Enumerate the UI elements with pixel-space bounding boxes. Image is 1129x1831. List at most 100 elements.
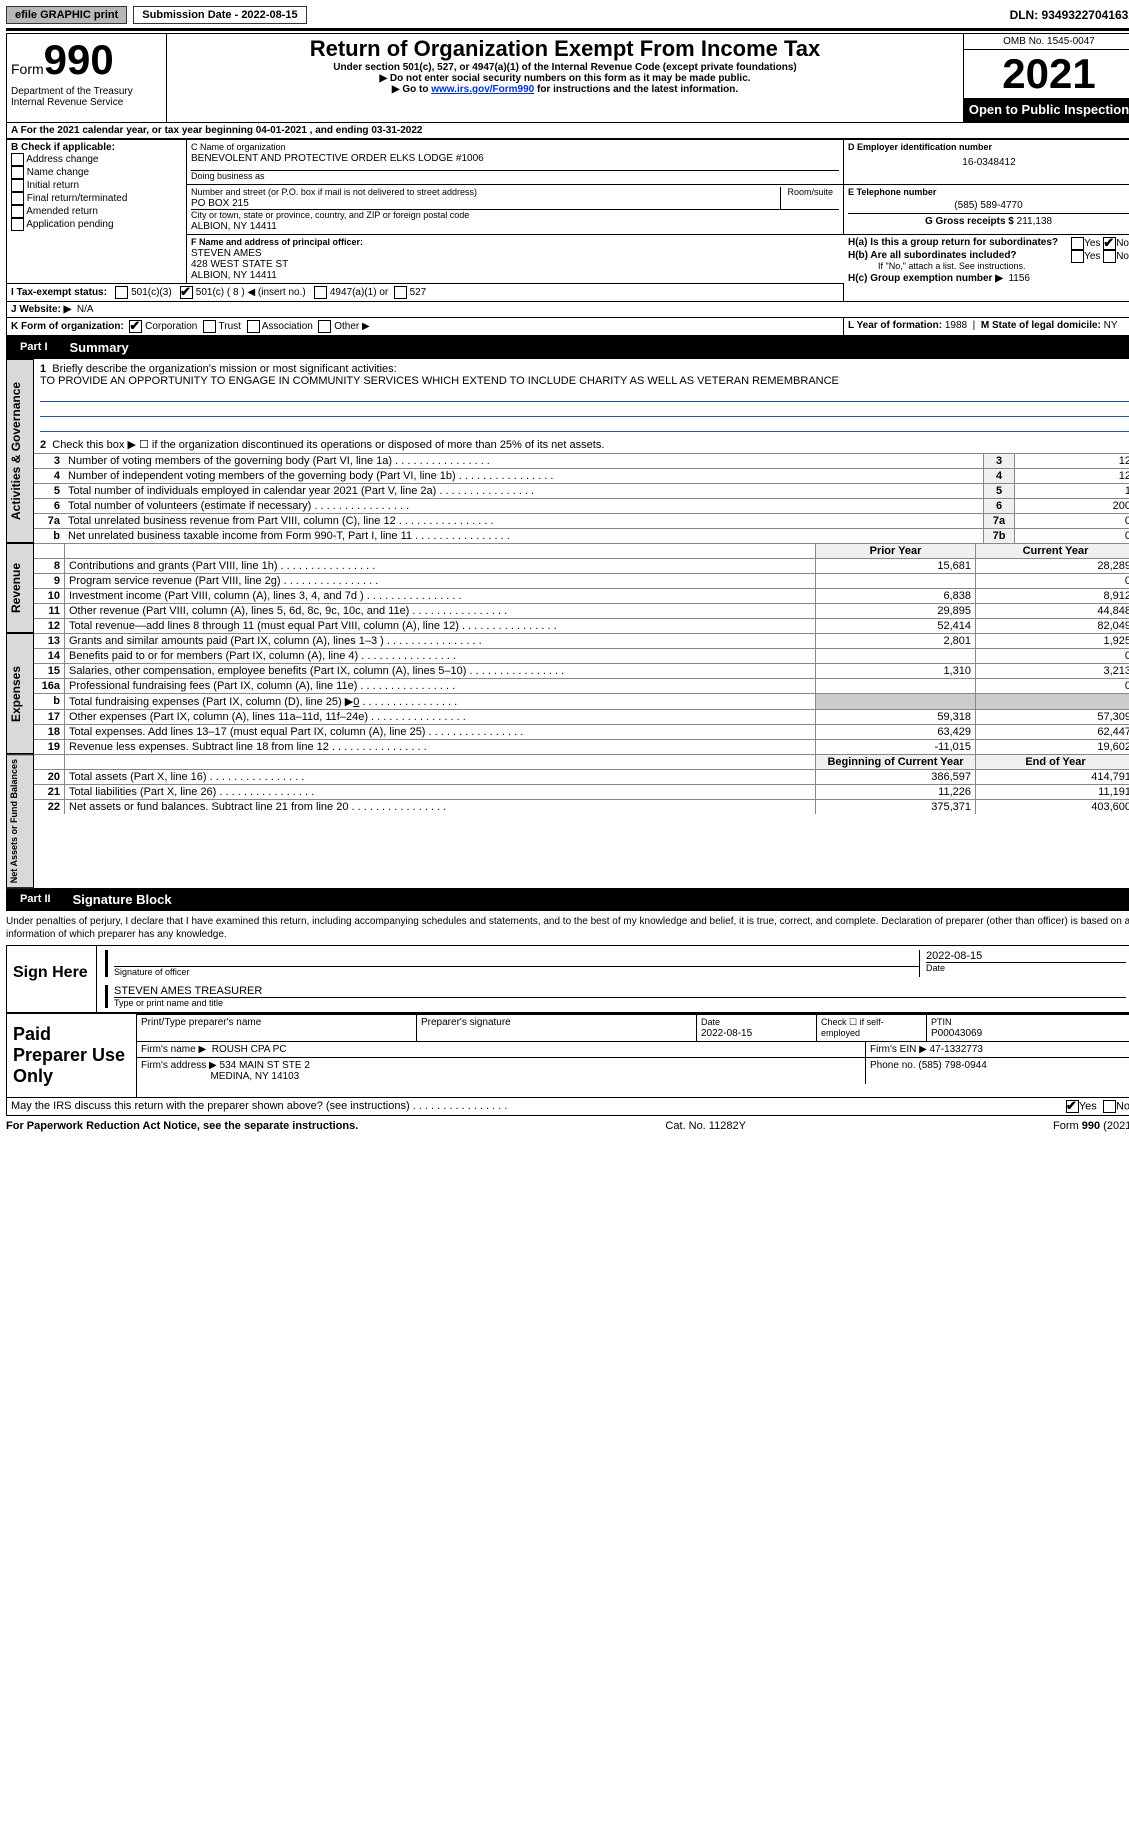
col-header-row-2: Beginning of Current Year End of Year: [34, 754, 1129, 769]
ein: 16-0348412: [848, 153, 1129, 172]
financial-line: 8Contributions and grants (Part VIII, li…: [34, 558, 1129, 573]
box-e-label: E Telephone number: [848, 187, 936, 197]
box-h: H(a) Is this a group return for subordin…: [844, 234, 1129, 301]
preparer-block: Paid Preparer Use Only Print/Type prepar…: [6, 1013, 1129, 1098]
box-i: I Tax-exempt status: 501(c)(3) 501(c) ( …: [7, 283, 844, 301]
part-1-label: Part I: [6, 339, 62, 355]
title-cell: Return of Organization Exempt From Incom…: [167, 34, 964, 122]
mission-label: Briefly describe the organization's miss…: [52, 363, 396, 375]
signature-block: Sign Here Signature of officer 2022-08-1…: [6, 945, 1129, 1013]
top-bar: efile GRAPHIC print Submission Date - 20…: [6, 6, 1129, 24]
discuss-yes-checkbox[interactable]: [1066, 1100, 1079, 1113]
form-header: Form990 Department of the Treasury Inter…: [6, 33, 1129, 123]
sidelabel-expenses: Expenses: [6, 633, 34, 754]
sig-date-label: Date: [926, 963, 1126, 973]
form-title: Return of Organization Exempt From Incom…: [171, 36, 959, 62]
box-b-option[interactable]: Address change: [11, 153, 182, 166]
pra-notice: For Paperwork Reduction Act Notice, see …: [6, 1120, 358, 1132]
prep-date: 2022-08-15: [701, 1028, 752, 1039]
discuss-row: May the IRS discuss this return with the…: [6, 1098, 1129, 1116]
box-b: B Check if applicable: Address change Na…: [7, 139, 187, 283]
revenue-section: Revenue Prior Year Current Year 8Contrib…: [6, 543, 1129, 633]
penalties-statement: Under penalties of perjury, I declare th…: [6, 911, 1129, 945]
box-b-label: B Check if applicable:: [11, 142, 115, 153]
netassets-section: Net Assets or Fund Balances Beginning of…: [6, 754, 1129, 888]
group-exemption: 1156: [1008, 273, 1030, 284]
part-1-title: Summary: [62, 338, 137, 357]
officer-name: STEVEN AMES: [191, 248, 262, 259]
entity-info-grid: B Check if applicable: Address change Na…: [6, 139, 1129, 336]
financial-line: 13Grants and similar amounts paid (Part …: [34, 633, 1129, 648]
box-k-option[interactable]: Corporation: [129, 321, 203, 332]
box-f: F Name and address of principal officer:…: [187, 234, 844, 283]
discuss-no-checkbox[interactable]: [1103, 1100, 1116, 1113]
sidelabel-netassets: Net Assets or Fund Balances: [6, 754, 34, 888]
sign-here-label: Sign Here: [7, 946, 97, 1012]
tax-year: 2021: [964, 50, 1129, 98]
subtitle-2: ▶ Do not enter social security numbers o…: [171, 73, 959, 84]
website: N/A: [77, 304, 94, 315]
submission-date: Submission Date - 2022-08-15: [133, 6, 306, 24]
efile-print-button[interactable]: efile GRAPHIC print: [6, 6, 127, 24]
col-header-row: Prior Year Current Year: [34, 543, 1129, 558]
box-f-label: F Name and address of principal officer:: [191, 237, 363, 247]
room-suite-label: Room/suite: [780, 187, 839, 209]
form-footer: Form 990 (2021): [1053, 1120, 1129, 1132]
officer-addr1: 428 WEST STATE ST: [191, 259, 288, 270]
prior-year-header: Prior Year: [815, 544, 975, 558]
financial-line: 12Total revenue—add lines 8 through 11 (…: [34, 618, 1129, 633]
summary-line: 4Number of independent voting members of…: [34, 468, 1129, 483]
sidelabel-revenue: Revenue: [6, 543, 34, 633]
box-k: K Form of organization: Corporation Trus…: [7, 317, 844, 335]
street-address: PO BOX 215: [191, 198, 249, 209]
box-k-option[interactable]: Other ▶: [318, 321, 375, 332]
box-k-option[interactable]: Association: [247, 321, 319, 332]
box-d: D Employer identification number 16-0348…: [844, 139, 1129, 184]
box-c-label: C Name of organization: [191, 142, 286, 152]
summary-line: 6Total number of volunteers (estimate if…: [34, 498, 1129, 513]
sig-date: 2022-08-15: [926, 950, 1126, 962]
irs-link[interactable]: www.irs.gov/Form990: [431, 84, 534, 95]
prep-name-header: Print/Type preparer's name: [137, 1015, 417, 1042]
box-j: J Website: ▶ N/A: [7, 301, 844, 317]
financial-line: 11Other revenue (Part VIII, column (A), …: [34, 603, 1129, 618]
box-e-g: E Telephone number (585) 589-4770 G Gros…: [844, 184, 1129, 234]
line-2: Check this box ▶ ☐ if the organization d…: [52, 439, 604, 451]
box-b-option[interactable]: Final return/terminated: [11, 192, 182, 205]
officer-name-label: Type or print name and title: [114, 998, 1126, 1008]
summary-line: 3Number of voting members of the governi…: [34, 453, 1129, 468]
box-l-m: L Year of formation: 1988 | M State of l…: [844, 317, 1129, 335]
part-2-title: Signature Block: [65, 890, 180, 909]
form-id-cell: Form990 Department of the Treasury Inter…: [7, 34, 167, 122]
current-year-header: Current Year: [975, 544, 1129, 558]
gross-receipts: 211,138: [1017, 216, 1052, 227]
summary-line: bNet unrelated business taxable income f…: [34, 528, 1129, 543]
financial-line: 21Total liabilities (Part X, line 26)11,…: [34, 784, 1129, 799]
part-2-header: Part II Signature Block: [6, 888, 1129, 911]
financial-line: 19Revenue less expenses. Subtract line 1…: [34, 739, 1129, 754]
firm-name: ROUSH CPA PC: [212, 1044, 287, 1055]
financial-line: 14Benefits paid to or for members (Part …: [34, 648, 1129, 663]
subtitle-3: ▶ Go to www.irs.gov/Form990 for instruct…: [171, 84, 959, 95]
expenses-section: Expenses 13Grants and similar amounts pa…: [6, 633, 1129, 754]
financial-line: 9Program service revenue (Part VIII, lin…: [34, 573, 1129, 588]
summary-line: 7aTotal unrelated business revenue from …: [34, 513, 1129, 528]
eoy-header: End of Year: [975, 755, 1129, 769]
dba-label: Doing business as: [191, 171, 265, 181]
footer: For Paperwork Reduction Act Notice, see …: [6, 1120, 1129, 1132]
financial-line: bTotal fundraising expenses (Part IX, co…: [34, 693, 1129, 709]
financial-line: 20Total assets (Part X, line 16)386,5974…: [34, 769, 1129, 784]
box-b-option[interactable]: Name change: [11, 166, 182, 179]
box-b-option[interactable]: Amended return: [11, 205, 182, 218]
part-2-label: Part II: [6, 891, 65, 907]
divider: [6, 28, 1129, 31]
telephone: (585) 589-4770: [848, 198, 1129, 213]
year-cell: OMB No. 1545-0047 2021 Open to Public In…: [964, 34, 1129, 122]
line-a-period: A For the 2021 calendar year, or tax yea…: [6, 123, 1129, 139]
box-b-option[interactable]: Application pending: [11, 218, 182, 231]
box-k-option[interactable]: Trust: [203, 321, 247, 332]
omb-number: OMB No. 1545-0047: [964, 34, 1129, 50]
ptin: P00043069: [931, 1028, 982, 1039]
box-b-option[interactable]: Initial return: [11, 179, 182, 192]
self-employed-check[interactable]: Check ☐ if self-employed: [817, 1015, 927, 1042]
